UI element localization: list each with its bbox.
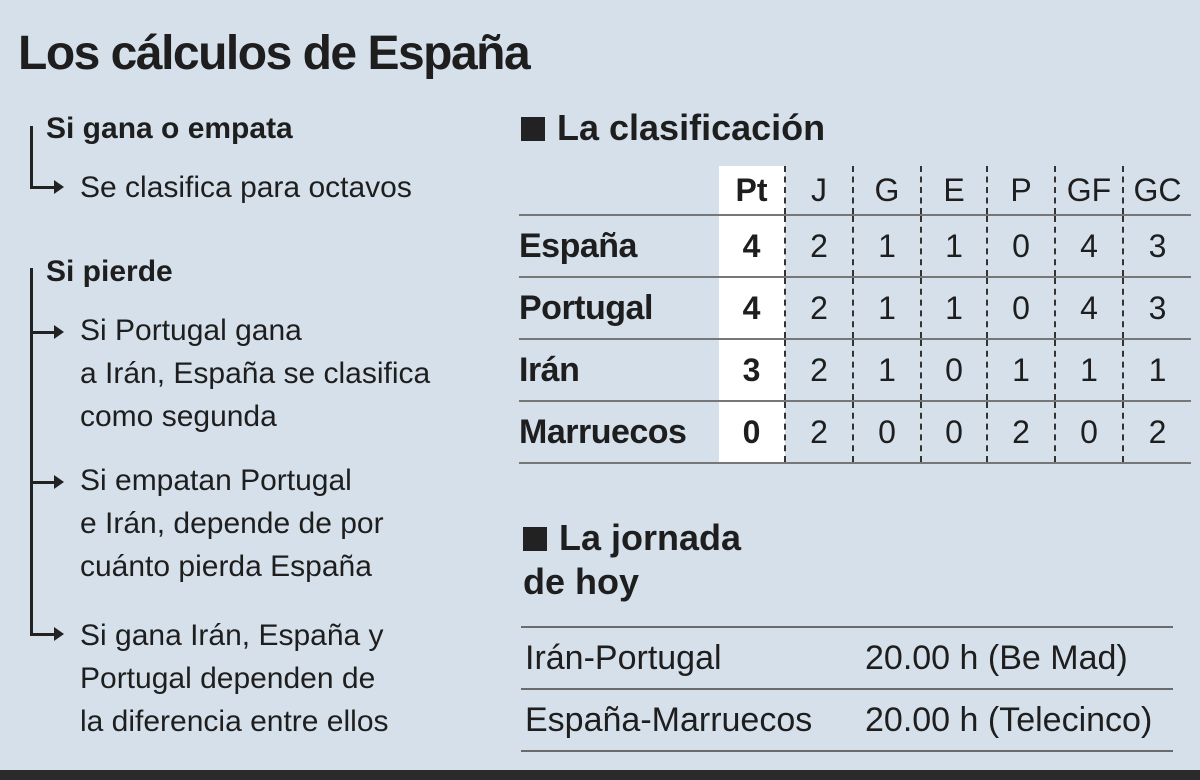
table-cell: 1 [920,277,987,340]
square-bullet-icon [521,117,545,141]
match-time: 20.00 h (Telecinco) [865,688,1173,752]
arrow-icon [30,325,64,339]
header-cell: G [852,166,921,216]
square-bullet-icon [523,527,547,551]
scenario-item: Si Portugal gana a Irán, España se clasi… [80,309,430,438]
table-cell: 3 [1122,277,1191,340]
table-cell: 0 [920,339,987,402]
scenario-item-line: e Irán, depende de por [80,507,384,540]
standings-table: Pt J G E P GF GC España 4 2 1 1 0 4 3 Po… [519,166,1191,464]
table-row: España 4 2 1 1 0 4 3 [519,215,1191,278]
match-row: España-Marruecos 20.00 h (Telecinco) [521,688,1173,752]
header-cell: J [784,166,853,216]
table-cell: 2 [784,401,853,464]
table-cell: 2 [986,401,1055,464]
header-cell: E [920,166,987,216]
table-row: Irán 3 2 1 0 1 1 1 [519,339,1191,402]
table-cell: 2 [784,215,853,278]
table-cell: 1 [1054,339,1123,402]
bracket-line [30,126,33,188]
table-cell: 1 [852,277,921,340]
scenario-item: Si gana Irán, España y Portugal dependen… [80,614,389,743]
schedule-heading-line: La jornada [559,517,742,558]
table-row: Marruecos 0 2 0 0 2 0 2 [519,401,1191,464]
schedule-heading-line: de hoy [523,561,640,602]
cell-points: 4 [719,277,785,340]
table-cell: 1 [986,339,1055,402]
header-cell-pt: Pt [719,166,785,216]
scenario-item-line: Si Portugal gana [80,314,302,347]
scenario-heading-lose: Si pierde [46,255,173,288]
scenario-item-line: Si empatan Portugal [80,464,352,497]
table-cell: 1 [852,339,921,402]
table-cell: 1 [1122,339,1191,402]
table-cell: 0 [1054,401,1123,464]
team-name: Marruecos [519,401,719,464]
table-cell: 4 [1054,215,1123,278]
table-cell: 0 [920,401,987,464]
schedule-heading: La jornada de hoy [523,516,741,604]
standings-heading-text: La clasificación [557,107,826,148]
table-cell: 2 [784,339,853,402]
standings-heading: La clasificación [521,106,825,150]
scenario-item-line: como segunda [80,400,277,433]
cell-points: 4 [719,215,785,278]
table-cell: 2 [1122,401,1191,464]
table-cell: 0 [986,277,1055,340]
bracket-line [30,268,33,634]
schedule-table: Irán-Portugal 20.00 h (Be Mad) España-Ma… [521,626,1173,752]
scenario-item: Se clasifica para octavos [80,171,412,204]
team-name: España [519,215,719,278]
match-teams: Irán-Portugal [521,626,865,689]
team-name: Irán [519,339,719,402]
scenario-item-line: Portugal dependen de [80,662,376,695]
arrow-icon [30,627,64,641]
cell-points: 0 [719,401,785,464]
scenario-item: Si empatan Portugal e Irán, depende de p… [80,459,384,588]
header-cell: GF [1054,166,1123,216]
table-cell: 1 [852,215,921,278]
header-cell-team [519,166,719,216]
table-cell: 4 [1054,277,1123,340]
header-cell: GC [1122,166,1191,216]
arrow-icon [30,180,64,194]
bottom-rule [0,770,1200,780]
scenario-item-line: la diferencia entre ellos [80,705,389,738]
header-cell: P [986,166,1055,216]
scenario-item-line: a Irán, España se clasifica [80,357,431,390]
table-row: Portugal 4 2 1 1 0 4 3 [519,277,1191,340]
table-cell: 1 [920,215,987,278]
team-name: Portugal [519,277,719,340]
scenario-item-line: cuánto pierda España [80,550,372,583]
page-title: Los cálculos de España [18,27,531,80]
table-cell: 2 [784,277,853,340]
table-cell: 3 [1122,215,1191,278]
scenario-heading-win-draw: Si gana o empata [46,112,293,145]
scenario-item-line: Si gana Irán, España y [80,619,384,652]
table-cell: 0 [986,215,1055,278]
table-cell: 0 [852,401,921,464]
match-time: 20.00 h (Be Mad) [865,626,1173,689]
match-teams: España-Marruecos [521,688,865,752]
table-header-row: Pt J G E P GF GC [519,166,1191,216]
match-row: Irán-Portugal 20.00 h (Be Mad) [521,626,1173,689]
arrow-icon [30,475,64,489]
cell-points: 3 [719,339,785,402]
